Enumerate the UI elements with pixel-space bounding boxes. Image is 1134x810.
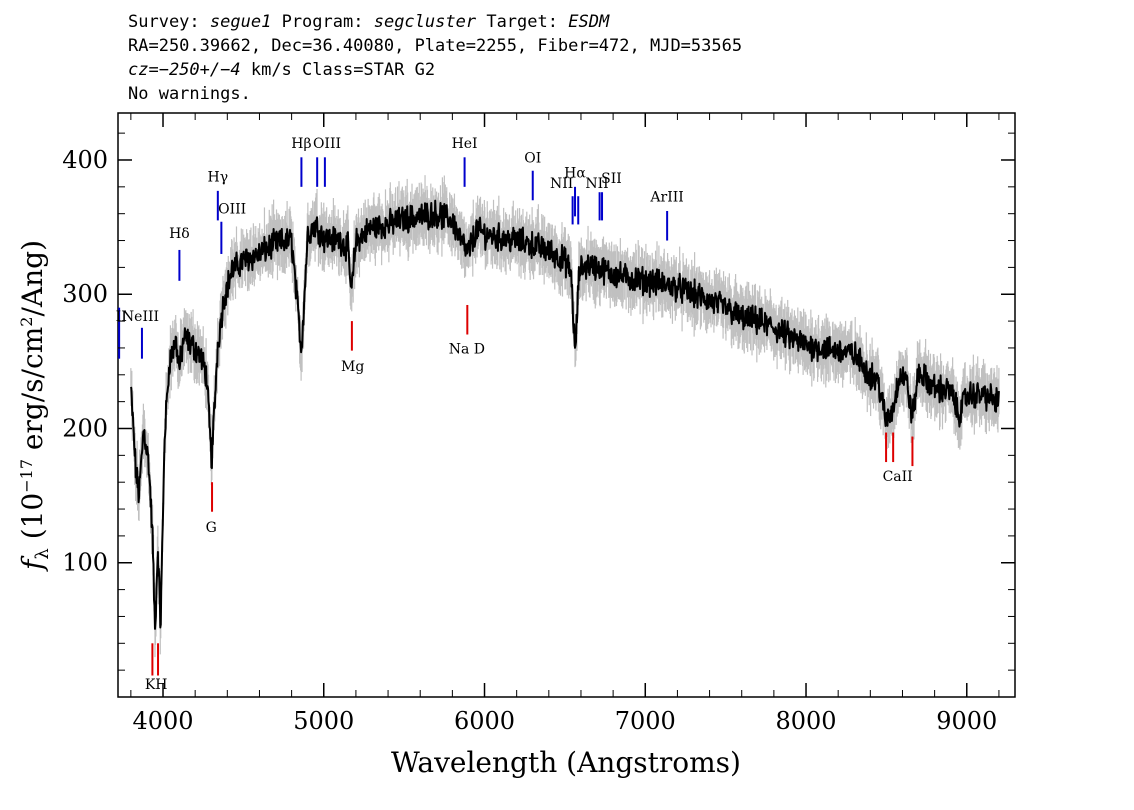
survey-label: Survey:: [128, 12, 200, 32]
y-axis-title-part2: erg/s/cm: [16, 327, 49, 459]
cz-value: −250+/−4: [158, 60, 241, 80]
y-tick-label: 100: [62, 549, 108, 577]
cz-label: cz=: [128, 60, 159, 80]
spectral-line-label: Na D: [449, 341, 485, 357]
survey-value: segue1: [209, 12, 272, 32]
spectrum-header: Survey: segue1 Program: segcluster Targe…: [128, 10, 742, 106]
y-axis-title-sub: λ: [32, 548, 53, 559]
y-axis-title-part1: (10: [16, 493, 49, 548]
spectral-line-label: Mg: [341, 359, 364, 375]
spectral-line-label: NII: [550, 176, 573, 192]
spectral-line-label: HeI: [452, 136, 478, 152]
y-axis-title-sq: 2: [17, 317, 36, 327]
program-value: segcluster: [373, 12, 477, 32]
flux-series-line: [129, 199, 1000, 630]
program-label: Program:: [281, 12, 364, 32]
target-value: ESDM: [568, 12, 610, 32]
y-tick-label: 200: [62, 414, 108, 442]
y-axis-title-part3: /Ang): [16, 240, 49, 317]
spectral-line-label: Hβ: [291, 136, 311, 152]
series-layer: [129, 199, 1000, 630]
spectral-line-label: OIII: [313, 136, 341, 152]
ticks-layer: 4000 5000 6000 7000 8000 9000 100 200 300 400: [62, 113, 1015, 735]
spectral-line-label: Hδ: [169, 226, 190, 242]
spectral-line-label: CaII: [883, 469, 913, 485]
y-tick-label: 400: [62, 146, 108, 174]
spectral-line-label: G: [206, 520, 217, 536]
spectral-line-label: NeIII: [122, 309, 159, 325]
header-line-3: cz=−250+/−4 km/s Class=STAR G2: [128, 58, 742, 82]
y-tick-label: 300: [62, 280, 108, 308]
x-axis-title: Wavelength (Angstroms): [391, 746, 741, 779]
x-tick-label: 9000: [936, 707, 997, 735]
spectral-lines-layer: [118, 157, 914, 676]
plot-frame: [117, 112, 1016, 698]
x-tick-label: 5000: [293, 707, 354, 735]
spectral-line-label: Hα: [564, 165, 586, 181]
x-tick-label: 8000: [775, 707, 836, 735]
class-text: km/s Class=STAR G2: [240, 60, 436, 80]
spectral-line-label: ArIII: [649, 190, 683, 206]
target-label: Target:: [486, 12, 558, 32]
header-line-2: RA=250.39662, Dec=36.40080, Plate=2255, …: [128, 36, 743, 56]
spectral-line-label: K: [145, 677, 156, 693]
x-tick-label: 6000: [454, 707, 515, 735]
x-tick-label: 4000: [132, 707, 193, 735]
spectral-line-label: Hγ: [208, 169, 229, 185]
spectral-line-label: OIII: [218, 202, 246, 218]
spectral-line-label: H: [155, 677, 167, 693]
x-tick-label: 7000: [615, 707, 676, 735]
spectral-line-label: NII: [585, 176, 608, 192]
spectral-line-label: SII: [601, 171, 622, 187]
y-axis-title-exp: −17: [17, 459, 36, 493]
header-line-1: Survey: segue1 Program: segcluster Targe…: [128, 10, 742, 34]
spectral-line-label: OI: [524, 151, 541, 167]
header-line-4: No warnings.: [128, 84, 251, 104]
y-axis-title: fλ (10−17 erg/s/cm2/Ang): [16, 240, 53, 572]
spectral-line-label: II: [116, 309, 127, 325]
